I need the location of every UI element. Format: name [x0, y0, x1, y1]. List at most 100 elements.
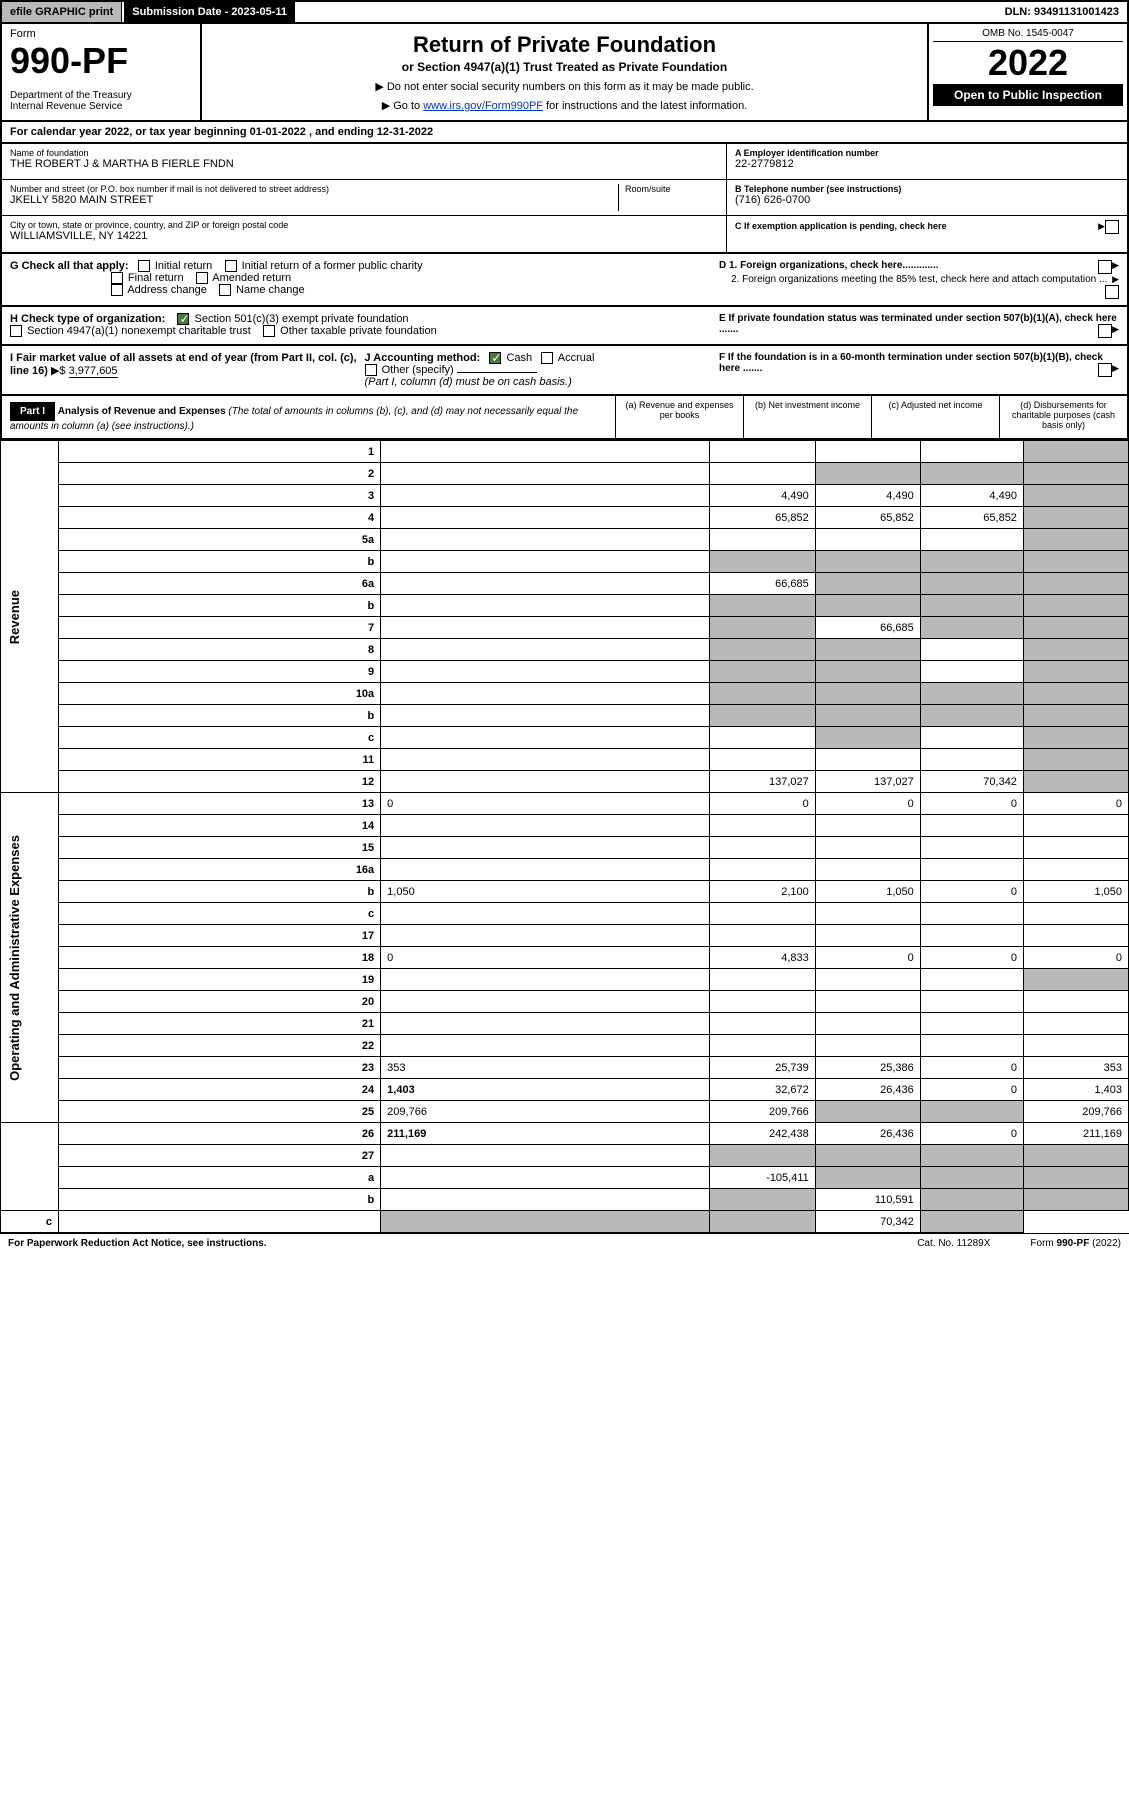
- dept-label: Department of the Treasury Internal Reve…: [10, 90, 192, 112]
- line-desc: [381, 617, 710, 639]
- line-desc: [381, 463, 710, 485]
- col-d-val: 353: [1023, 1057, 1128, 1079]
- checkbox-other-tax[interactable]: [263, 325, 275, 337]
- col-b-val: [815, 463, 920, 485]
- col-a-val: [709, 683, 815, 705]
- col-c-val: [920, 551, 1023, 573]
- col-c-val: [920, 529, 1023, 551]
- col-d-val: [1023, 859, 1128, 881]
- info-right: A Employer identification number 22-2779…: [727, 144, 1127, 252]
- checkbox-501c3[interactable]: [177, 313, 189, 325]
- checkbox-amended[interactable]: [196, 272, 208, 284]
- checkbox-accrual[interactable]: [541, 352, 553, 364]
- col-a-val: [709, 749, 815, 771]
- col-a-val: -105,411: [709, 1167, 815, 1189]
- col-b-val: 65,852: [815, 507, 920, 529]
- line-desc: [381, 749, 710, 771]
- expenses-label: Operating and Administrative Expenses: [7, 835, 22, 1081]
- col-b-val: [815, 1013, 920, 1035]
- line-number: 3: [59, 485, 381, 507]
- checkbox-initial-former[interactable]: [225, 260, 237, 272]
- form-header: Form 990-PF Department of the Treasury I…: [0, 24, 1129, 122]
- col-b-val: [815, 639, 920, 661]
- col-d-val: [1023, 529, 1128, 551]
- topbar: efile GRAPHIC print Submission Date - 20…: [0, 0, 1129, 24]
- col-b-val: [815, 991, 920, 1013]
- efile-label: efile GRAPHIC print: [2, 2, 122, 22]
- open-public: Open to Public Inspection: [933, 84, 1123, 106]
- line-desc: 0: [381, 947, 710, 969]
- line-number: 5a: [59, 529, 381, 551]
- checkbox-c[interactable]: [1105, 220, 1119, 234]
- col-b-val: [815, 441, 920, 463]
- line-number: c: [59, 903, 381, 925]
- instr-1: ▶ Do not enter social security numbers o…: [210, 80, 919, 93]
- col-a-val: 4,833: [709, 947, 815, 969]
- instr-2: ▶ Go to www.irs.gov/Form990PF for instru…: [210, 99, 919, 112]
- line-number: c: [59, 727, 381, 749]
- line-desc: [381, 441, 710, 463]
- line-desc: [381, 705, 710, 727]
- col-c-val: [920, 1101, 1023, 1123]
- col-b-val: [815, 925, 920, 947]
- header-center: Return of Private Foundation or Section …: [202, 24, 927, 120]
- col-d-val: [1023, 705, 1128, 727]
- col-b-val: [815, 595, 920, 617]
- checkbox-e[interactable]: [1098, 324, 1112, 338]
- checkbox-initial[interactable]: [138, 260, 150, 272]
- table-row: 2: [1, 463, 1129, 485]
- col-c-val: [920, 903, 1023, 925]
- line-number: 7: [59, 617, 381, 639]
- table-row: 19: [1, 969, 1129, 991]
- checkbox-address[interactable]: [111, 284, 123, 296]
- table-row: b110,591: [1, 1189, 1129, 1211]
- checkbox-d2[interactable]: [1105, 285, 1119, 299]
- col-b-val: [815, 969, 920, 991]
- col-d-val: 1,050: [1023, 881, 1128, 903]
- col-a-val: [709, 463, 815, 485]
- col-c-val: 0: [920, 793, 1023, 815]
- info-block: Name of foundation THE ROBERT J & MARTHA…: [0, 144, 1129, 254]
- col-a-val: [709, 1013, 815, 1035]
- irs-link[interactable]: www.irs.gov/Form990PF: [423, 100, 543, 112]
- line-desc: [381, 485, 710, 507]
- checkbox-4947[interactable]: [10, 325, 22, 337]
- col-b-val: 0: [815, 793, 920, 815]
- col-c-val: 4,490: [920, 485, 1023, 507]
- col-b-val: [815, 551, 920, 573]
- checkbox-cash[interactable]: [489, 352, 501, 364]
- checkbox-name[interactable]: [219, 284, 231, 296]
- col-d-val: [920, 1211, 1023, 1233]
- col-b-val: [815, 859, 920, 881]
- col-d-val: [1023, 837, 1128, 859]
- line-desc: [381, 991, 710, 1013]
- col-d-val: [1023, 683, 1128, 705]
- table-row: 17: [1, 925, 1129, 947]
- col-b-val: [815, 1167, 920, 1189]
- table-row: 26211,169242,43826,4360211,169: [1, 1123, 1129, 1145]
- col-a-val: [709, 727, 815, 749]
- col-a-val: [709, 859, 815, 881]
- checkbox-f[interactable]: [1098, 363, 1112, 377]
- form-subtitle: or Section 4947(a)(1) Trust Treated as P…: [210, 60, 919, 74]
- checkbox-final[interactable]: [111, 272, 123, 284]
- line-number: 22: [59, 1035, 381, 1057]
- col-a-val: 242,438: [709, 1123, 815, 1145]
- line-desc: [381, 1013, 710, 1035]
- line-desc: [381, 727, 710, 749]
- checkbox-other-acct[interactable]: [365, 364, 377, 376]
- table-row: 16a: [1, 859, 1129, 881]
- col-a-val: [709, 639, 815, 661]
- checkbox-d1[interactable]: [1098, 260, 1112, 274]
- arrow-icon: [1098, 220, 1105, 232]
- col-c-val: [920, 683, 1023, 705]
- line-number: 15: [59, 837, 381, 859]
- col-a-val: [709, 551, 815, 573]
- line-desc: [381, 837, 710, 859]
- ij-row: I Fair market value of all assets at end…: [0, 346, 1129, 396]
- col-d-val: 0: [1023, 947, 1128, 969]
- col-d-val: [1023, 727, 1128, 749]
- table-row: 10a: [1, 683, 1129, 705]
- col-a-head: (a) Revenue and expenses per books: [615, 396, 743, 438]
- col-d-val: [1023, 771, 1128, 793]
